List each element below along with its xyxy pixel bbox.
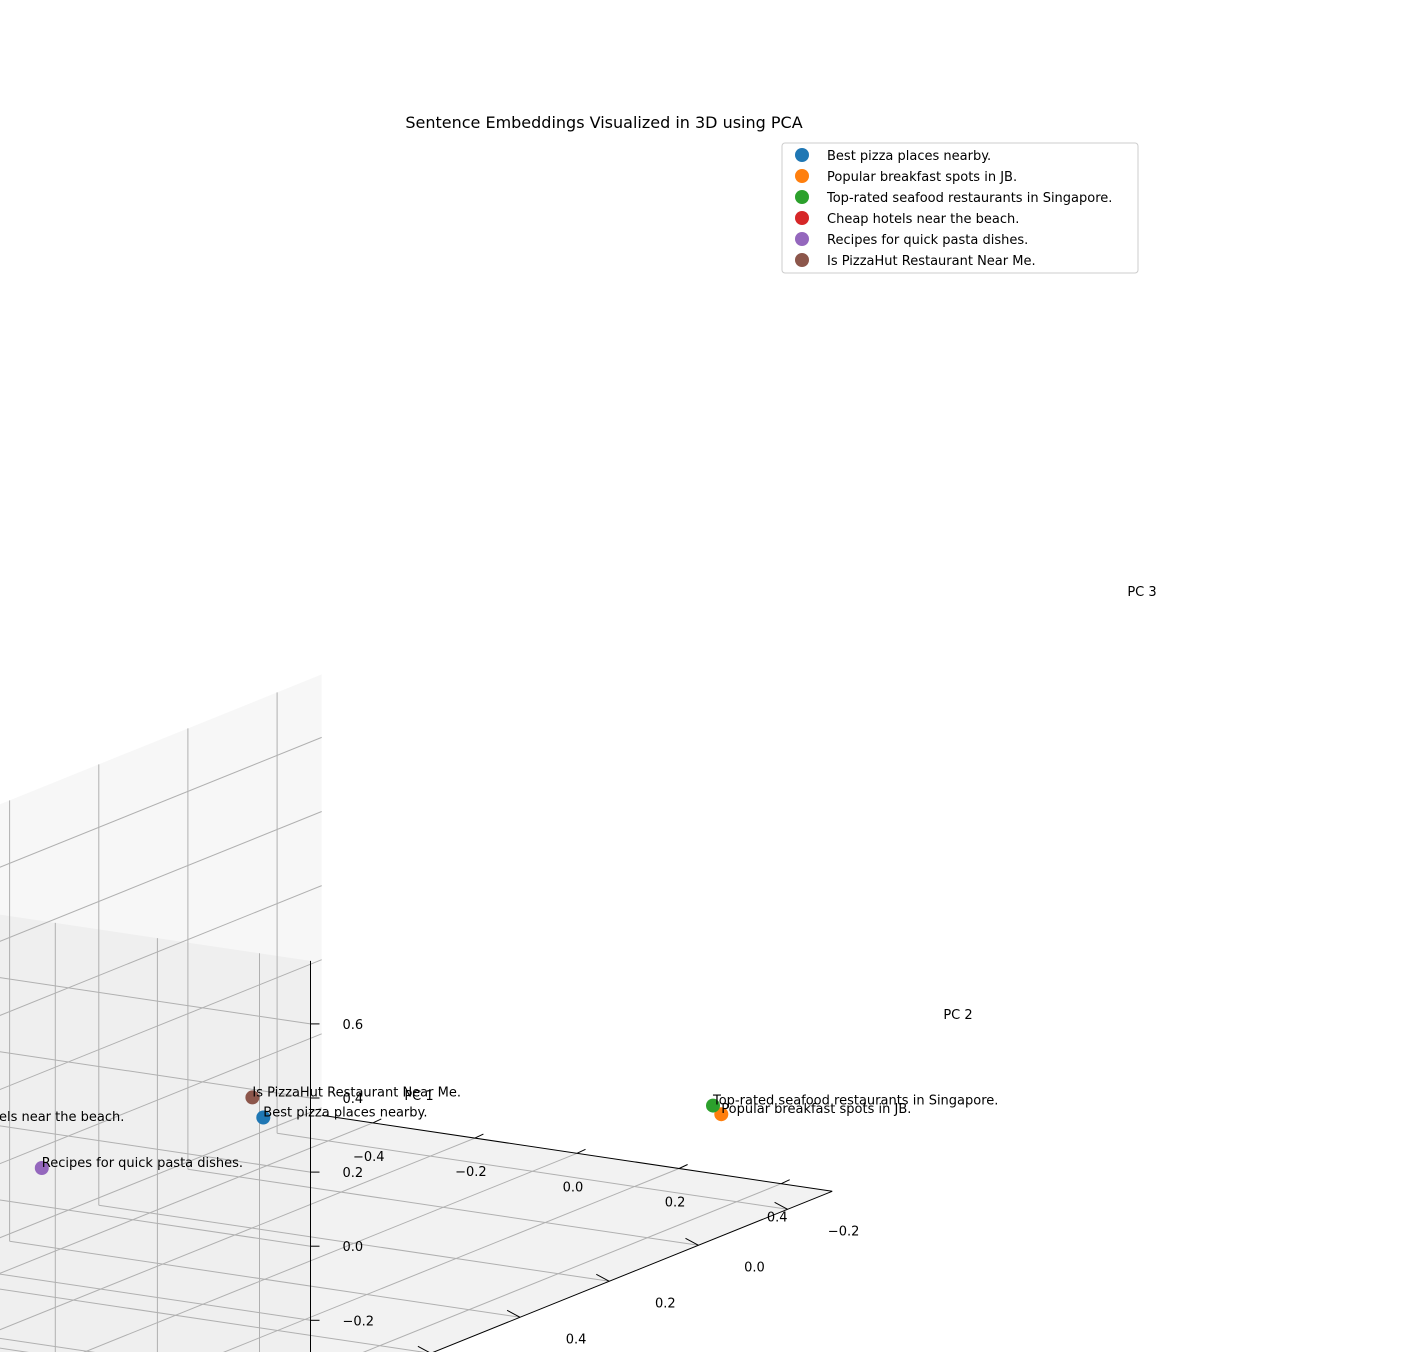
y-tick-label: −0.2: [828, 1224, 860, 1239]
legend-frame: [781, 142, 1139, 274]
x-grid-line: [0, 1122, 373, 1274]
y-tick-mark: [506, 1309, 521, 1318]
legend-label: Top-rated seafood restaurants in Singapo…: [826, 191, 1112, 206]
x-axis-line: [321, 1114, 833, 1192]
x-tick-mark: [372, 1118, 382, 1124]
data-point: [714, 1107, 729, 1122]
data-point: [706, 1098, 720, 1113]
legend-marker: [795, 190, 809, 204]
data-point-label: Is PizzaHut Restaurant Near Me.: [252, 1085, 461, 1100]
z-grid-line: [0, 1051, 311, 1099]
data-point: [245, 1090, 260, 1105]
y-tick-mark: [774, 1201, 788, 1210]
z-grid-line: [0, 1107, 322, 1239]
x-tick-mark: [780, 1179, 790, 1185]
y-grid-line: [98, 1204, 610, 1282]
z-axis-label: PC 3: [1127, 585, 1156, 600]
x-tick-mark: [474, 1133, 484, 1139]
x-tick-label: −0.4: [353, 1150, 385, 1165]
data-point: [34, 1161, 49, 1175]
x-tick-label: 0.4: [767, 1211, 788, 1226]
y-tick-mark: [596, 1273, 610, 1282]
y-tick-mark: [685, 1237, 699, 1246]
legend-label: Best pizza places nearby.: [827, 149, 991, 164]
data-points: Best pizza places nearby. Popular breakfa…: [0, 1085, 998, 1175]
z-grid-line: [0, 736, 322, 868]
x-tick-mark: [576, 1148, 586, 1154]
data-point-label: Cheap hotels near the beach.: [0, 1110, 124, 1125]
z-tick-label: 0.2: [343, 1166, 364, 1181]
y-grid-line: [0, 1288, 426, 1352]
chart-title: Sentence Embeddings Visualized in 3D usi…: [405, 113, 802, 132]
data-point-label: Recipes for quick pasta dishes.: [42, 1156, 243, 1171]
grid-lines: [0, 692, 788, 1352]
z-grid-line: [0, 959, 322, 1091]
z-grid-line: [0, 977, 311, 1025]
x-tick-label: −0.2: [455, 1165, 487, 1180]
legend-label: Recipes for quick pasta dishes.: [827, 233, 1028, 248]
x-grid-line: [222, 1168, 680, 1352]
legend-label: Is PizzaHut Restaurant Near Me.: [827, 254, 1036, 269]
x-tick-mark: [678, 1164, 688, 1169]
legend-marker: [795, 232, 809, 246]
legend-label: Cheap hotels near the beach.: [827, 212, 1019, 227]
legend: Best pizza places nearby. Popular breakfa…: [781, 142, 1139, 274]
legend-marker: [795, 211, 809, 225]
back-pane: [0, 914, 311, 1352]
y-tick-label: 0.0: [744, 1260, 765, 1275]
z-tick-label: −0.2: [343, 1314, 375, 1329]
y-tick-label: 0.2: [655, 1296, 676, 1311]
legend-marker: [795, 169, 809, 183]
z-grid-line: [0, 1199, 311, 1247]
y-tick-mark: [417, 1345, 430, 1352]
y-grid-line: [277, 1132, 788, 1210]
tick-marks: −0.4−0.20.00.20.4−0.20.00.20.40.60.8−0.4…: [310, 1018, 860, 1352]
x-grid-line: [362, 1183, 782, 1352]
z-grid-line: [0, 1033, 322, 1165]
z-grid-line: [0, 811, 322, 942]
x-tick-label: 0.0: [563, 1180, 584, 1195]
legend-label: Popular breakfast spots in JB.: [827, 170, 1017, 185]
x-grid-line: [83, 1152, 578, 1352]
data-point-label: Popular breakfast spots in JB.: [721, 1102, 911, 1117]
y-axis-label: PC 2: [943, 1008, 972, 1023]
y-axis-line: [432, 1190, 833, 1352]
x-grid-line: [0, 1137, 476, 1331]
z-grid-line: [0, 885, 322, 1016]
data-point: [256, 1110, 271, 1125]
data-point-label: Best pizza places nearby.: [263, 1106, 427, 1121]
x-tick-label: 0.2: [665, 1196, 686, 1211]
data-point-label: Top-rated seafood restaurants in Singapo…: [712, 1094, 998, 1109]
x-axis-label: PC 1: [404, 1089, 433, 1104]
z-grid-line: [0, 1125, 311, 1173]
y-grid-line: [0, 1337, 96, 1352]
z-grid-line: [0, 1273, 311, 1321]
axis-lines: [310, 960, 833, 1352]
legend-marker: [795, 148, 809, 162]
z-tick-label: 0.6: [343, 1018, 364, 1033]
y-tick-label: 0.4: [566, 1332, 587, 1347]
legend-marker: [795, 253, 809, 267]
axis-panes: [0, 674, 833, 1352]
y-grid-line: [9, 1240, 521, 1318]
z-tick-label: 0.0: [343, 1240, 364, 1255]
y-grid-line: [187, 1168, 699, 1246]
z-tick-label: 0.4: [343, 1092, 364, 1107]
